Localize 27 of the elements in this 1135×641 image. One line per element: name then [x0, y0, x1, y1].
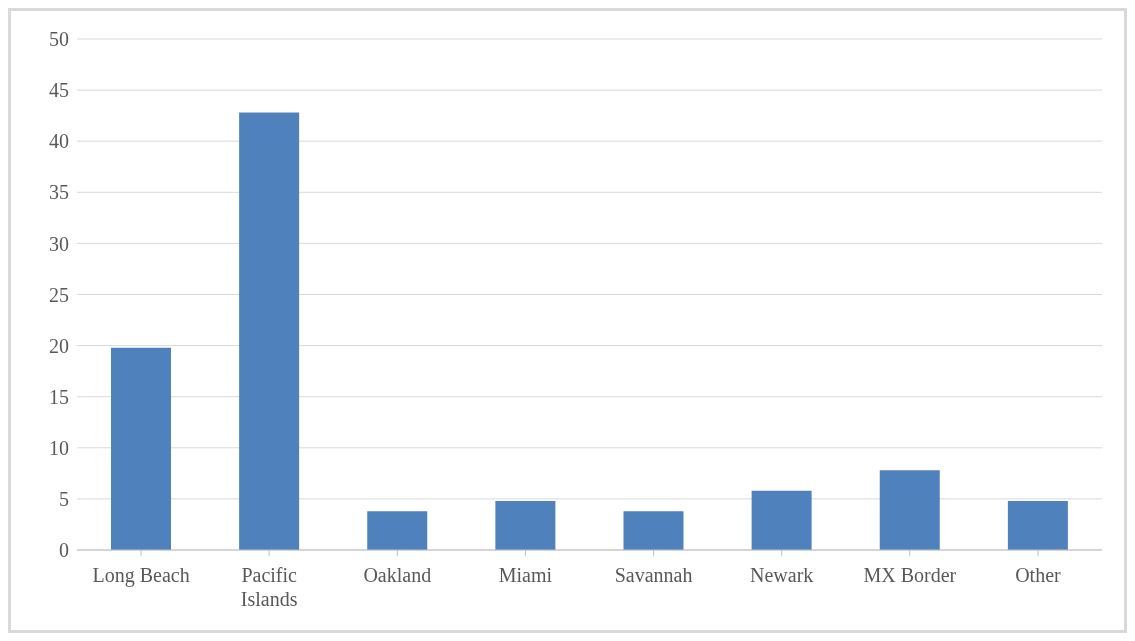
y-tick-label: 30: [49, 232, 69, 255]
bar: [1007, 500, 1068, 550]
y-tick-label: 40: [49, 130, 69, 153]
y-tick-label: 0: [59, 539, 69, 562]
bar: [367, 511, 428, 550]
x-tick-label: MX Border: [863, 564, 957, 586]
x-tick-label: Savannah: [614, 564, 693, 586]
bar: [751, 490, 812, 550]
x-tick-label: Newark: [750, 564, 814, 586]
x-tick-label: Other: [1015, 564, 1062, 586]
bar: [495, 500, 556, 550]
y-tick-label: 35: [49, 181, 69, 204]
y-tick-label: 25: [49, 283, 69, 306]
bar: [111, 347, 171, 550]
y-tick-label: 5: [59, 488, 69, 510]
bar: [623, 511, 684, 550]
y-tick-label: 45: [49, 79, 69, 102]
x-tick-label: Miami: [498, 564, 553, 586]
y-tick-label: 50: [49, 28, 69, 51]
y-tick-label: 10: [49, 436, 69, 459]
y-tick-label: 20: [49, 334, 69, 357]
y-tick-label: 15: [49, 385, 69, 408]
x-tick-label: Oakland: [363, 564, 432, 586]
x-tick-label: Pacific Islands: [240, 564, 298, 610]
x-tick-label: Long Beach: [92, 564, 190, 587]
bar: [239, 112, 300, 550]
bar: [879, 470, 940, 550]
